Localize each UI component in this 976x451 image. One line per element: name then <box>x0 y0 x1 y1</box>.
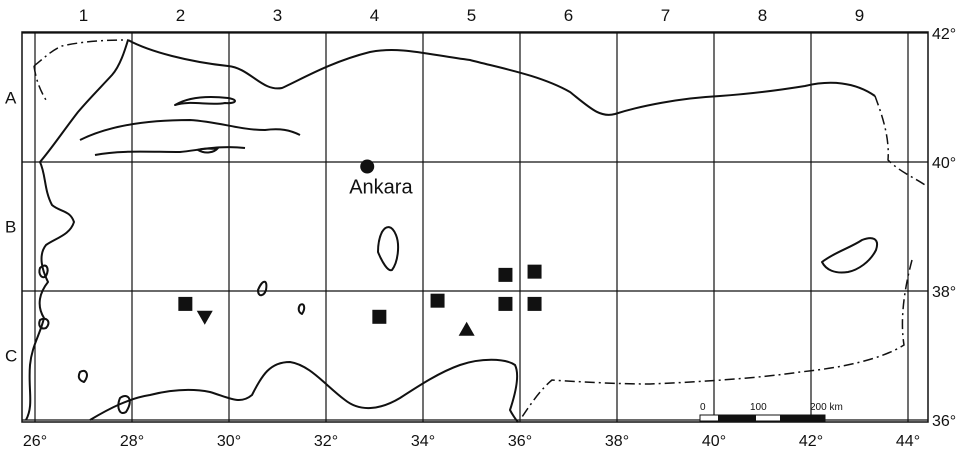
lon-label: 44° <box>896 433 920 450</box>
lon-label: 38° <box>605 433 629 450</box>
square-marker <box>527 296 542 311</box>
triangle-up-marker <box>458 321 475 336</box>
lon-label: 40° <box>702 433 726 450</box>
lon-label: 42° <box>799 433 823 450</box>
scale-zero: 0 <box>700 402 706 413</box>
map-frame <box>21 31 929 423</box>
ankara-label: Ankara <box>349 177 413 199</box>
lon-label: 30° <box>217 433 241 450</box>
scale-mid: 100 <box>750 402 767 413</box>
column-label: 5 <box>467 6 476 25</box>
border-lines <box>33 39 926 421</box>
square-marker <box>498 296 513 311</box>
lat-label: 36° <box>932 413 956 430</box>
row-label: A <box>5 89 17 108</box>
scale-bar: 0 100 200 km <box>699 402 843 422</box>
square-marker <box>527 264 542 279</box>
lon-label: 32° <box>314 433 338 450</box>
square-marker <box>178 296 193 311</box>
longitude-labels: 26° 28° 30° 32° 34° 36° 38° 40° 42° 44° <box>23 433 920 450</box>
column-label: 9 <box>855 6 864 25</box>
row-label: B <box>5 218 16 237</box>
lat-label: 38° <box>932 284 956 301</box>
latitude-labels: 42° 40° 38° 36° <box>932 26 956 430</box>
square-marker <box>372 309 387 324</box>
scale-end: 200 km <box>810 402 843 413</box>
triangle-down-marker <box>196 310 213 325</box>
column-labels: 1 2 3 4 5 6 7 8 9 <box>79 6 864 25</box>
lat-label: 42° <box>932 26 956 43</box>
column-label: 1 <box>79 6 88 25</box>
row-labels: A B C <box>5 89 17 366</box>
column-label: 3 <box>273 6 282 25</box>
grid-lines <box>22 32 928 422</box>
square-marker <box>430 293 445 308</box>
column-label: 2 <box>176 6 185 25</box>
lon-label: 36° <box>508 433 532 450</box>
column-label: 7 <box>661 6 670 25</box>
lon-label: 26° <box>23 433 47 450</box>
record-markers <box>178 264 542 336</box>
column-label: 6 <box>564 6 573 25</box>
column-label: 4 <box>370 6 379 25</box>
lon-label: 28° <box>120 433 144 450</box>
ankara-marker <box>360 159 375 174</box>
row-label: C <box>5 347 17 366</box>
lon-label: 34° <box>411 433 435 450</box>
square-marker <box>498 267 513 282</box>
lat-label: 40° <box>932 155 956 172</box>
coastline <box>25 39 878 423</box>
column-label: 8 <box>758 6 767 25</box>
